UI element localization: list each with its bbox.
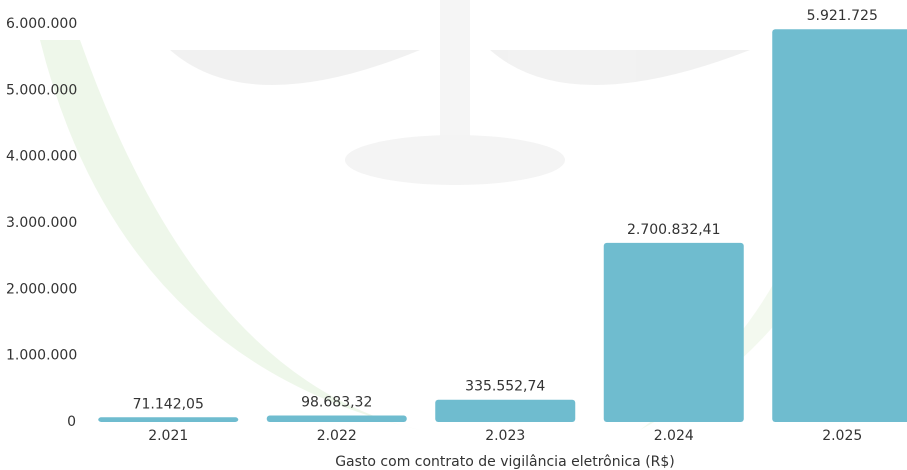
y-tick-label: 3.000.000 (6, 215, 77, 231)
bar (266, 415, 407, 422)
y-tick-label: 4.000.000 (6, 149, 77, 165)
x-tick-label: 2.025 (822, 428, 862, 444)
data-label: 98.683,32 (301, 394, 372, 410)
y-tick-label: 1.000.000 (6, 348, 77, 364)
data-label: 2.700.832,41 (627, 222, 721, 238)
y-tick-label: 0 (67, 414, 76, 430)
data-label: 71.142,05 (133, 396, 204, 412)
y-tick-label: 6.000.000 (6, 16, 77, 32)
x-axis-label: Gasto com contrato de vigilância eletrôn… (335, 454, 675, 470)
watermark-pillar (440, 0, 470, 140)
watermark-scale (170, 50, 420, 85)
watermark-base (345, 135, 565, 185)
watermark-leaf (40, 40, 420, 430)
x-tick-label: 2.024 (654, 428, 694, 444)
y-tick-label: 2.000.000 (6, 281, 77, 297)
data-label: 5.921.725 (807, 8, 878, 24)
y-tick-label: 5.000.000 (6, 82, 77, 98)
bar (772, 29, 907, 422)
watermark-scale (490, 50, 750, 85)
bar (603, 242, 744, 422)
x-tick-label: 2.023 (485, 428, 525, 444)
x-tick-label: 2.022 (317, 428, 357, 444)
x-tick-label: 2.021 (148, 428, 188, 444)
bar (98, 417, 239, 422)
data-label: 335.552,74 (465, 379, 545, 395)
bar (435, 399, 576, 422)
